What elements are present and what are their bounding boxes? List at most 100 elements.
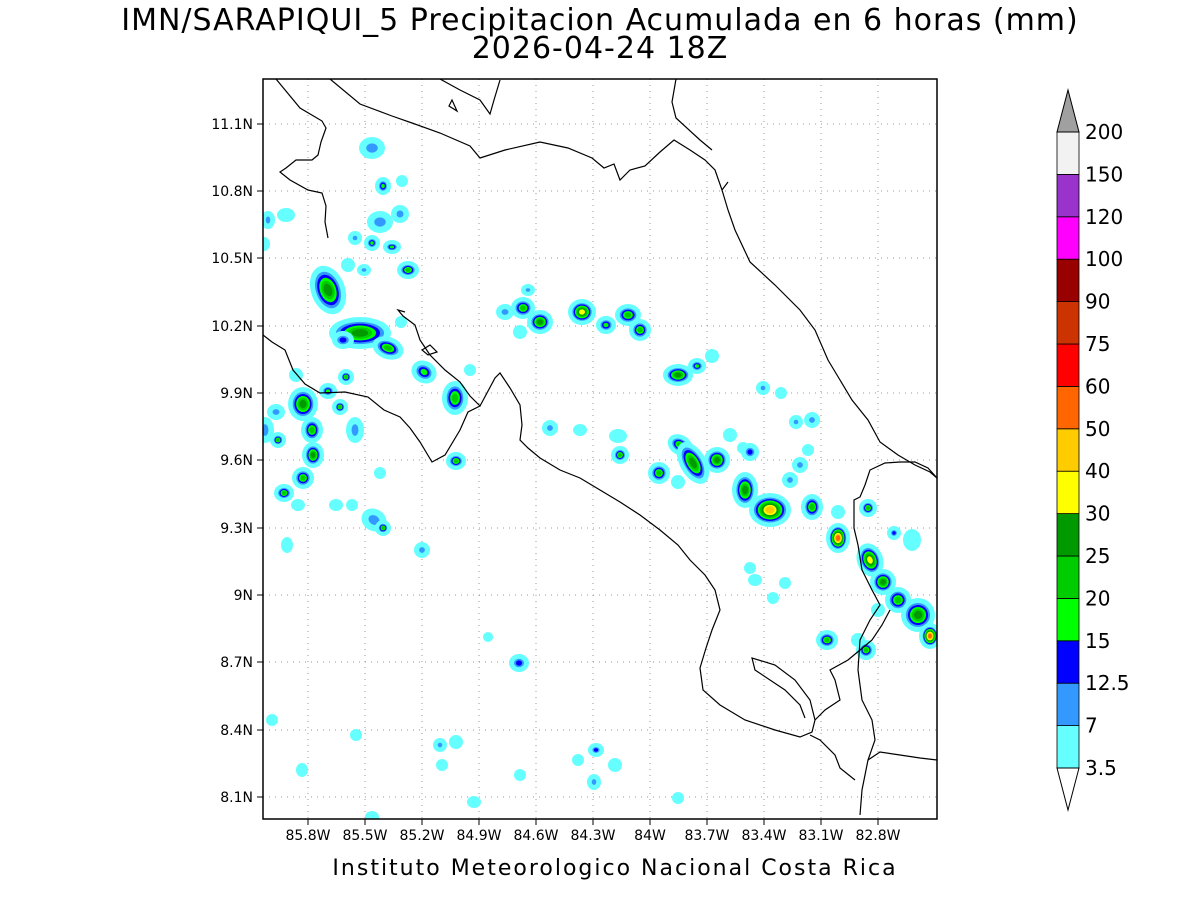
colorbar-segment <box>1056 216 1080 260</box>
precip-cell <box>350 729 362 741</box>
lat-tick-label: 8.4N <box>220 723 253 739</box>
precip-cell <box>414 542 430 558</box>
lon-tick-label: 83.7W <box>684 828 729 844</box>
precip-cell <box>775 387 787 399</box>
precip-cell <box>263 237 270 251</box>
precip-cell <box>749 493 791 527</box>
panama-pacific-coast <box>867 751 937 761</box>
precip-cell <box>266 714 278 726</box>
colorbar-level-label: 20 <box>1085 586 1110 610</box>
northern-border <box>329 79 729 192</box>
map-subtitle-datetime: 2026-04-24 18Z <box>471 31 729 66</box>
colorbar-level-label: 40 <box>1085 459 1110 483</box>
lat-tick-label: 11.1N <box>211 117 253 133</box>
precip-cell <box>291 499 305 511</box>
precip-cell <box>542 420 558 436</box>
colorbar-level-label: 7 <box>1085 714 1098 738</box>
precip-cell <box>608 758 622 772</box>
precip-cell <box>346 417 364 443</box>
lon-tick-label: 84.3W <box>570 828 615 844</box>
precip-cell <box>704 447 730 473</box>
precip-cell <box>383 240 401 254</box>
precip-cell <box>816 630 838 650</box>
precip-cell <box>372 336 404 360</box>
panama-border <box>853 461 937 816</box>
precip-cell <box>367 211 393 233</box>
precip-cell <box>611 446 629 464</box>
lat-tick-label: 8.1N <box>220 790 253 806</box>
precip-cell <box>723 428 737 442</box>
precip-cell <box>672 792 684 804</box>
precip-cell <box>483 632 493 642</box>
precip-cell <box>514 769 526 781</box>
precip-cell <box>309 265 347 315</box>
lon-tick-label: 82.8W <box>855 828 900 844</box>
longitude-axis: 85.8W 85.5W 85.2W 84.9W 84.6W 84.3W 84W 83.7W 83… <box>285 819 901 844</box>
precip-cell <box>663 364 693 386</box>
precip-cell <box>572 754 584 766</box>
precip-cell <box>629 319 651 341</box>
precip-cell <box>301 417 323 443</box>
precip-cell <box>511 297 535 319</box>
colorbar-level-label: 100 <box>1085 247 1123 271</box>
precip-cell <box>359 137 385 159</box>
precip-cell <box>348 231 362 245</box>
precip-cell <box>446 452 466 470</box>
precip-cell <box>467 796 481 808</box>
precip-cell <box>919 623 937 649</box>
precip-cell <box>596 316 616 334</box>
precip-cell <box>705 349 719 363</box>
latitude-axis: 11.1N 10.8N 10.5N 10.2N 9.9N 9.6N 9.3N 9N 8.7N 8.… <box>211 117 263 806</box>
precip-cell <box>671 475 685 489</box>
colorbar-segment <box>1056 513 1080 557</box>
precip-cell <box>329 499 343 511</box>
precip-cell <box>292 467 314 489</box>
precip-cell <box>449 735 463 749</box>
credit-text: Instituto Meteorologico Nacional Costa R… <box>332 856 898 881</box>
precip-cell <box>302 442 324 468</box>
precip-cell <box>464 364 476 376</box>
lon-tick-label: 85.2W <box>399 828 444 844</box>
lon-tick-label: 83.1W <box>798 828 843 844</box>
precip-cell <box>375 177 391 195</box>
colorbar-segment <box>1056 470 1080 515</box>
colorbar-level-label: 150 <box>1085 162 1123 186</box>
lat-tick-label: 10.2N <box>211 319 253 335</box>
lon-tick-label: 84.6W <box>513 828 558 844</box>
lon-tick-label: 84W <box>634 828 666 844</box>
colorbar-level-label: 120 <box>1085 205 1123 229</box>
precip-cell <box>801 494 823 520</box>
colorbar-top-arrow <box>1056 88 1080 133</box>
colorbar-level-label: 60 <box>1085 374 1110 398</box>
precip-cell <box>688 358 706 374</box>
caribbean-coast-north <box>671 79 713 151</box>
precip-cell <box>804 412 820 428</box>
pacific-coast-south <box>814 609 891 721</box>
precip-cell <box>274 484 294 502</box>
precip-cell <box>887 526 901 540</box>
precip-cell <box>346 499 358 511</box>
nicaragua-coast <box>439 79 501 116</box>
colorbar-level-label: 90 <box>1085 290 1110 314</box>
precip-cell <box>391 205 409 223</box>
gulf-of-nicoya-island <box>420 344 439 356</box>
precip-cell <box>364 235 380 251</box>
precip-cell <box>782 472 798 488</box>
colorbar-level-label: 3.5 <box>1085 756 1117 780</box>
precip-cell <box>901 598 935 632</box>
precip-cell <box>341 258 355 272</box>
colorbar-segment <box>1056 640 1080 684</box>
precip-cell <box>802 444 814 456</box>
precip-cell <box>792 457 808 473</box>
precip-cell <box>856 543 884 577</box>
colorbar-segment <box>1056 301 1080 345</box>
precip-cell <box>615 304 641 326</box>
precip-cell <box>397 261 419 279</box>
colorbar-bottom-arrow <box>1056 767 1080 812</box>
precip-cell <box>263 211 275 229</box>
precip-cell <box>676 442 710 484</box>
precip-cell <box>741 443 759 461</box>
burica-peninsula <box>809 734 856 781</box>
colorbar-level-label: 200 <box>1085 120 1123 144</box>
